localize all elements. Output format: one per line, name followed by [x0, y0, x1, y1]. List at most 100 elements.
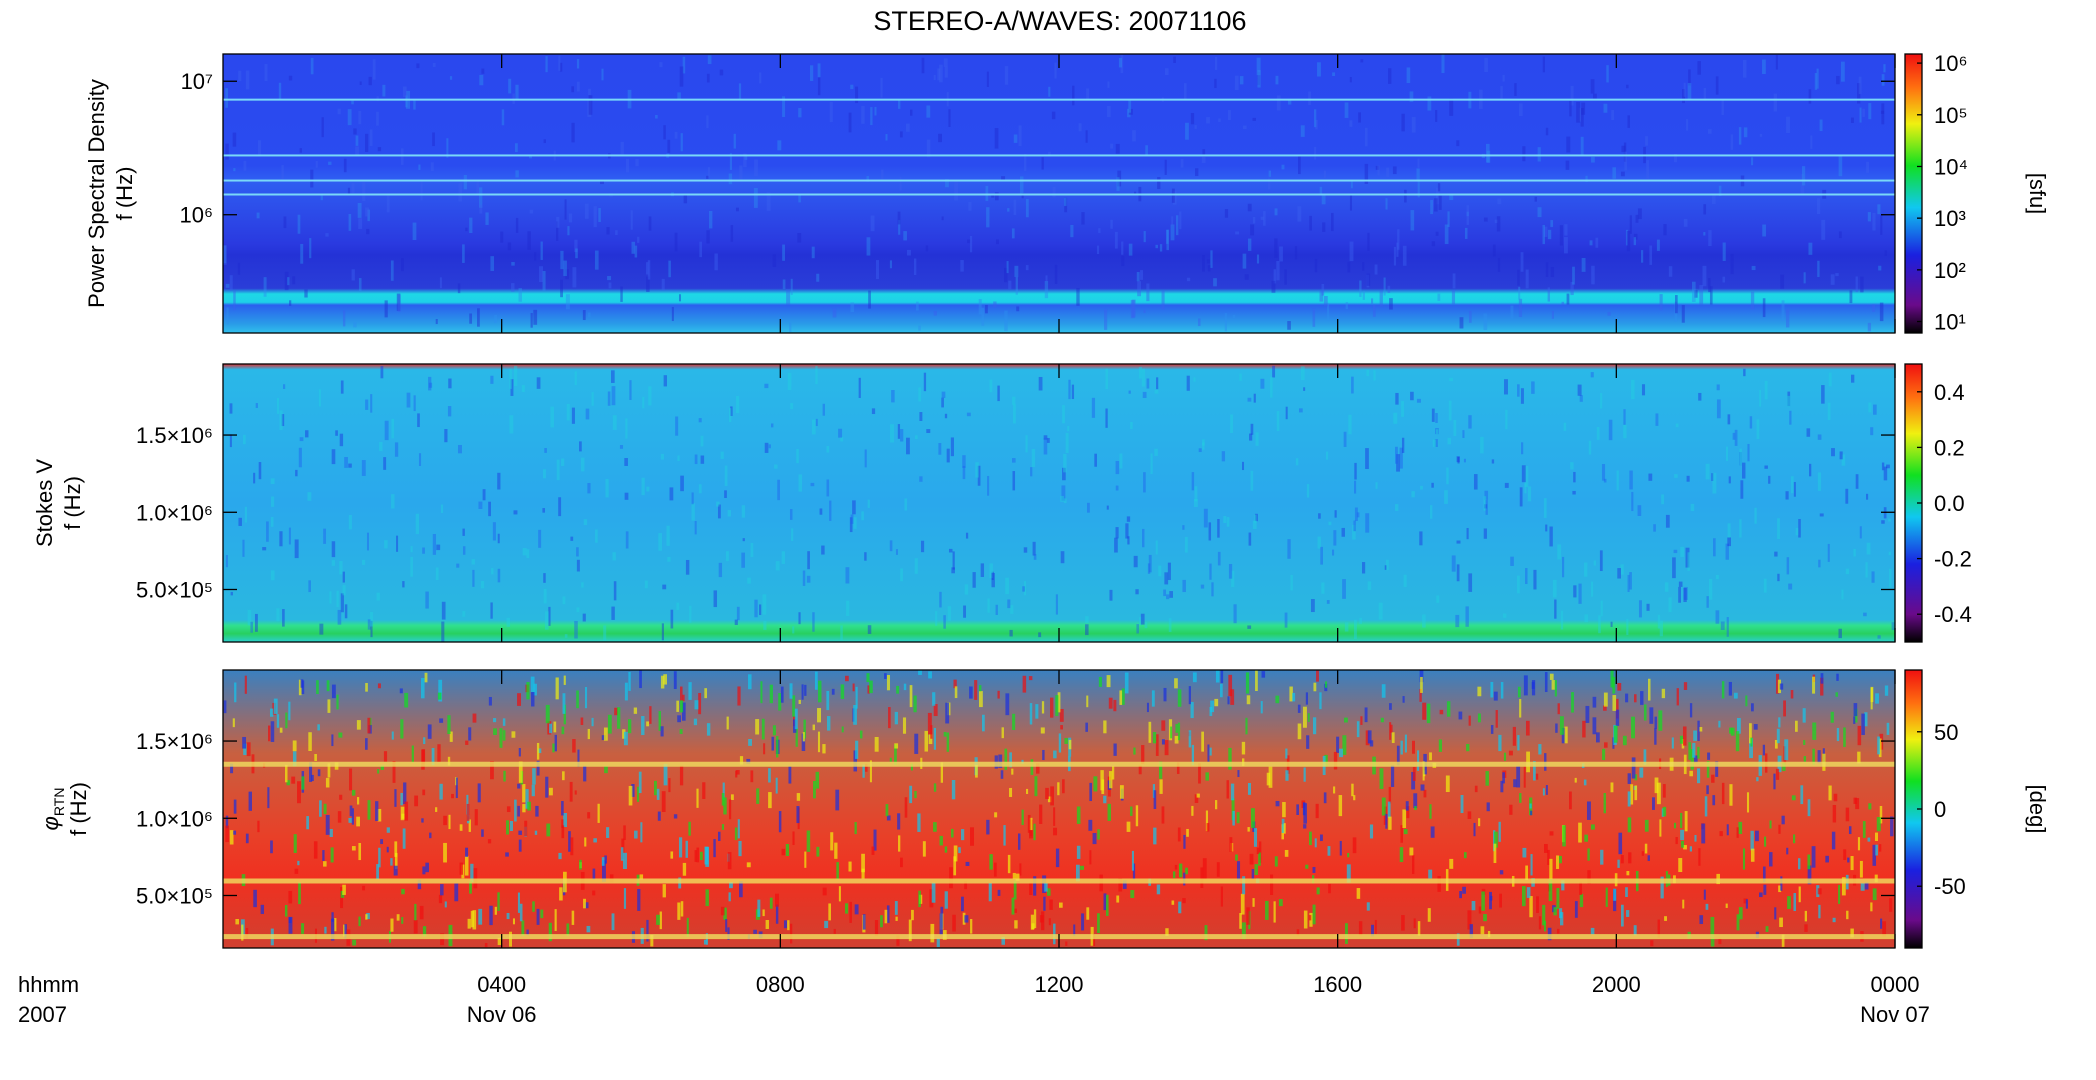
spectrogram-texture [803, 719, 806, 739]
spectrogram-texture [502, 718, 506, 726]
spectrogram-texture [449, 731, 453, 742]
spectrogram-texture [1521, 442, 1524, 455]
spectrogram-texture [1260, 701, 1263, 714]
spectrogram-texture [1565, 160, 1570, 170]
spectrogram-texture [250, 621, 253, 633]
spectrogram-texture [1081, 913, 1085, 931]
spectrogram-texture [1634, 785, 1638, 801]
spectrogram-texture [677, 455, 680, 462]
spectrogram-texture [1211, 582, 1214, 597]
spectrogram-texture [1125, 523, 1129, 539]
spectrogram-texture [1853, 703, 1858, 717]
y-axis-label: Stokes V [32, 459, 57, 547]
spectrogram-texture [1024, 154, 1027, 172]
spectrogram-texture [1625, 693, 1629, 703]
spectrogram-texture [891, 390, 895, 403]
spectrogram-texture [1855, 474, 1859, 489]
spectrogram-texture [463, 174, 467, 190]
spectrogram-texture [1163, 589, 1167, 597]
spectrogram-texture [1135, 589, 1139, 595]
spectrogram-texture [1097, 913, 1100, 933]
spectrogram-texture [1075, 864, 1080, 882]
spectrogram-texture [1392, 166, 1397, 175]
spectrogram-texture [1872, 888, 1877, 901]
spectrogram-texture [513, 365, 518, 387]
spectrogram-texture [1419, 688, 1422, 702]
spectrogram-texture [1480, 926, 1485, 935]
spectrogram-texture [666, 525, 670, 546]
spectrogram-texture [770, 423, 774, 428]
spectrogram-texture [1884, 685, 1889, 696]
spectrogram-texture [548, 606, 551, 626]
spectrogram-texture [1385, 198, 1388, 210]
spectrogram-texture [871, 846, 875, 855]
spectrogram-texture [1817, 434, 1822, 440]
spectrogram-texture [1678, 586, 1681, 603]
spectrogram-texture [899, 176, 902, 191]
spectrogram-texture [1682, 726, 1687, 746]
spectrogram-texture [554, 909, 557, 932]
spectrogram-texture [1485, 143, 1490, 163]
spectrogram-texture [1547, 287, 1551, 302]
spectrogram-texture [1295, 458, 1299, 466]
spectrogram-texture [768, 792, 772, 809]
spectrogram-texture [1657, 614, 1661, 629]
spectrogram-texture [1562, 825, 1566, 847]
spectrogram-texture [964, 584, 969, 595]
spectrogram-texture [1383, 277, 1386, 296]
spectrogram-texture [1830, 711, 1834, 723]
spectrogram-texture [396, 914, 400, 921]
spectrogram-texture [1292, 692, 1296, 702]
spectrogram-texture [782, 96, 786, 117]
spectrogram-texture [1590, 927, 1595, 935]
spectrogram-texture [1011, 228, 1015, 239]
spectrogram-texture [862, 764, 865, 778]
spectrogram-texture [1631, 379, 1635, 400]
spectrogram-texture [728, 408, 732, 423]
spectrogram-texture [1025, 435, 1028, 453]
spectrogram-texture [1784, 739, 1789, 761]
spectrogram-texture [1490, 681, 1494, 698]
spectrogram-texture [569, 781, 573, 802]
spectrogram-texture [1098, 676, 1102, 687]
spectrogram-texture [1230, 414, 1234, 434]
spectrogram-texture [1144, 621, 1148, 629]
spectrogram-texture [1840, 61, 1845, 82]
spectrogram-texture [798, 612, 801, 625]
spectrogram-texture [515, 170, 519, 178]
spectrogram-texture [987, 598, 990, 613]
spectrogram-texture [1038, 632, 1042, 638]
spectrogram-texture [422, 926, 427, 937]
spectrogram-texture [1730, 727, 1735, 736]
spectrogram-texture [1042, 749, 1045, 761]
spectrogram-texture [1831, 831, 1836, 850]
spectrogram-texture [1080, 865, 1085, 870]
spectrogram-texture [1059, 708, 1064, 722]
spectrogram-texture [685, 559, 690, 575]
spectrogram-texture [417, 879, 422, 890]
spectrogram-texture [1498, 821, 1501, 842]
spectrogram-texture [1675, 837, 1678, 845]
spectrogram-texture [1166, 229, 1169, 244]
spectrogram-texture [1420, 485, 1423, 490]
spectrogram-texture [1428, 869, 1433, 879]
spectrogram-texture [1078, 123, 1082, 132]
spectrogram-texture [1626, 84, 1629, 89]
spectrogram-texture [1043, 896, 1046, 911]
spectrogram-texture [1419, 670, 1424, 683]
spectrogram-texture [1233, 604, 1237, 624]
spectrogram-texture [515, 217, 519, 233]
spectrogram-texture [1012, 471, 1016, 491]
spectrogram-texture [707, 55, 712, 65]
spectrogram-texture [439, 718, 444, 723]
spectrogram-texture [1182, 525, 1185, 530]
spectrogram-texture [391, 731, 394, 740]
spectrogram-texture [1193, 377, 1196, 382]
spectrogram-texture [1483, 528, 1487, 539]
spectrogram-texture [953, 679, 957, 689]
spectrogram-texture [465, 847, 469, 857]
spectrogram-texture [1038, 376, 1043, 391]
spectrogram-texture [330, 847, 334, 863]
spectrogram-texture [1657, 919, 1661, 938]
spectrogram-texture [563, 813, 568, 828]
